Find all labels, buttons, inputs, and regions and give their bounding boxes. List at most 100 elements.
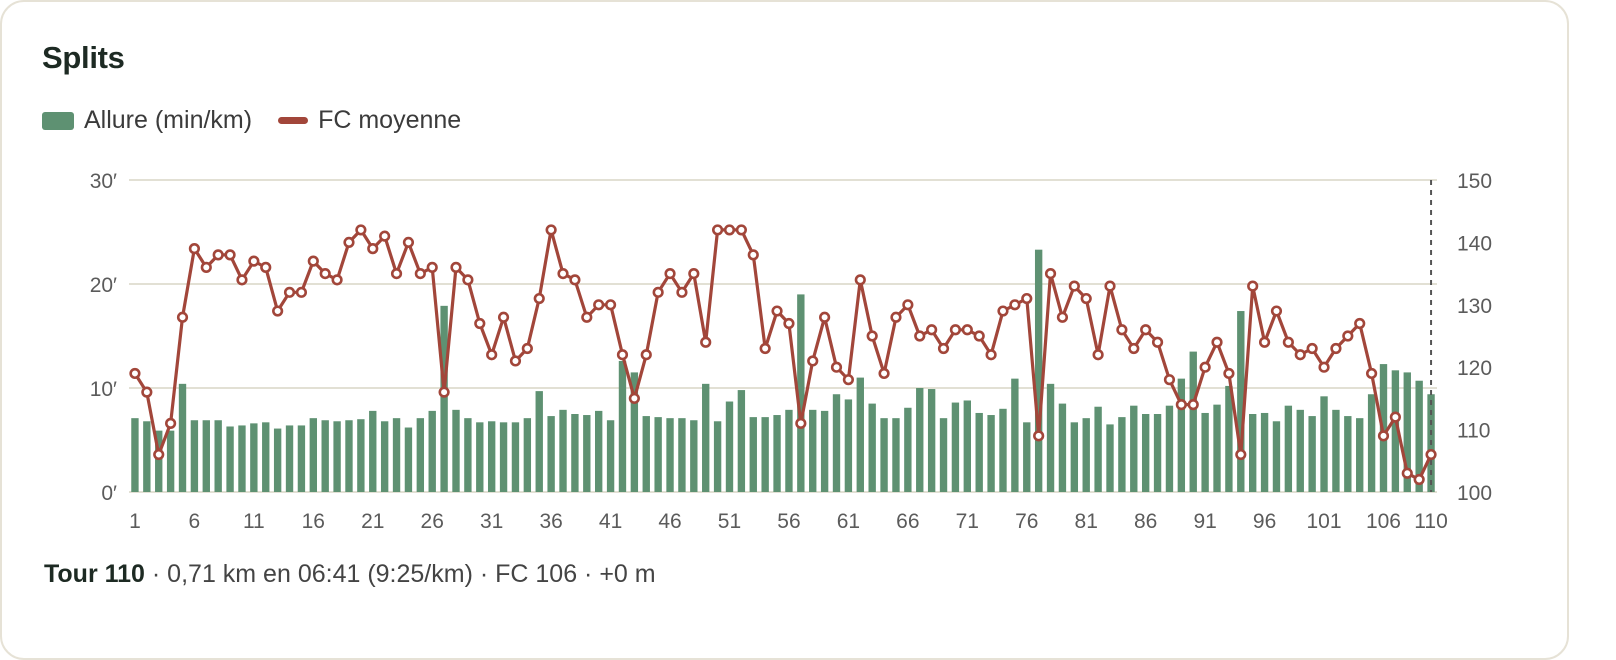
y-right-tick-label: 100	[1457, 482, 1492, 505]
pace-bar	[499, 422, 508, 492]
pace-bar	[273, 428, 282, 492]
heart-rate-point	[854, 274, 866, 286]
pace-bar	[1106, 424, 1114, 492]
lap-label: Tour 110	[44, 560, 145, 588]
pace-bar	[238, 425, 246, 492]
pace-bar	[1332, 409, 1340, 492]
heart-rate-point	[985, 349, 997, 361]
y-left-tick-label: 30′	[90, 170, 117, 193]
pace-bar	[1272, 421, 1281, 492]
pace-bar	[963, 400, 971, 492]
pace-bar	[1284, 405, 1293, 492]
pace-bar	[1177, 378, 1186, 492]
heart-rate-point	[997, 305, 1009, 317]
heart-rate-point	[367, 243, 379, 255]
legend-item-heart-rate[interactable]: FC moyenne	[278, 106, 461, 135]
pace-bar	[404, 427, 413, 492]
heart-rate-point	[866, 330, 878, 342]
heart-rate-point	[1270, 305, 1283, 317]
pace-bar	[309, 418, 317, 492]
pace-bar	[155, 430, 163, 492]
pace-swatch	[42, 111, 74, 130]
heart-rate-point	[1128, 342, 1140, 355]
pace-bar	[190, 420, 199, 492]
legend-label-heart-rate: FC moyenne	[318, 106, 462, 134]
pace-bar	[1153, 414, 1162, 492]
x-tick-label: 81	[1075, 510, 1098, 533]
heart-rate-point	[1247, 280, 1259, 292]
pace-bar	[166, 430, 175, 492]
y-right-tick-label: 110	[1457, 420, 1490, 443]
pace-bar	[892, 418, 900, 492]
heart-rate-point	[842, 374, 855, 386]
heart-rate-swatch	[278, 117, 309, 124]
heart-rate-point	[771, 305, 783, 317]
heart-rate-point	[878, 367, 890, 380]
x-tick-label: 31	[480, 510, 503, 533]
heart-rate-point	[1151, 336, 1164, 348]
heart-rate-point	[747, 249, 759, 261]
pace-bar	[749, 417, 757, 492]
pace-bar	[880, 418, 888, 492]
x-tick-label: 101	[1307, 510, 1342, 533]
heart-rate-point	[664, 267, 676, 280]
heart-rate-point	[1021, 292, 1033, 305]
pace-bar	[297, 425, 306, 492]
heart-rate-point	[200, 261, 212, 273]
heart-rate-point	[272, 305, 284, 317]
pace-bar	[737, 390, 746, 492]
pace-bar	[844, 399, 853, 492]
pace-bar	[606, 420, 615, 492]
legend-item-pace[interactable]: Allure (min/km)	[42, 106, 252, 135]
pace-bar	[678, 418, 686, 492]
pace-bar	[1118, 417, 1126, 492]
pace-bar	[642, 416, 650, 492]
heart-rate-point	[450, 261, 462, 273]
heart-rate-point	[1199, 361, 1211, 373]
heart-rate-point	[521, 342, 533, 355]
pace-bar	[178, 383, 187, 492]
heart-rate-point	[343, 236, 355, 248]
heart-rate-point	[926, 324, 938, 336]
heart-rate-point	[212, 249, 224, 261]
heart-rate-point	[1342, 330, 1354, 342]
heart-rate-point	[973, 330, 985, 342]
x-tick-label: 96	[1253, 510, 1276, 533]
lap-details: · 0,71 km en 06:41 (9:25/km) · FC 106 · …	[144, 560, 656, 588]
x-tick-label: 6	[189, 510, 201, 533]
pace-bar	[1296, 409, 1304, 492]
pace-bar	[1403, 372, 1411, 492]
pace-bar	[1225, 385, 1233, 492]
heart-rate-point	[438, 386, 450, 398]
pace-bar	[868, 403, 876, 492]
heart-rate-point	[224, 249, 236, 261]
x-tick-label: 110	[1414, 510, 1447, 533]
pace-bar	[904, 407, 912, 492]
heart-rate-point	[1425, 448, 1437, 461]
heart-rate-point	[890, 311, 902, 323]
x-tick-label: 56	[777, 510, 800, 533]
pace-bar	[999, 408, 1007, 492]
legend-label-pace: Allure (min/km)	[84, 106, 253, 134]
heart-rate-point	[486, 349, 498, 361]
pace-bar	[1130, 405, 1138, 492]
pace-bar	[523, 418, 532, 492]
heart-rate-point	[1163, 374, 1176, 386]
pace-bar	[571, 414, 579, 492]
heart-rate-point	[165, 417, 177, 429]
heart-rate-point	[1175, 399, 1187, 411]
heart-rate-point	[1389, 411, 1401, 423]
pace-bar	[1237, 311, 1245, 492]
heart-rate-point	[1318, 361, 1330, 373]
heart-rate-point	[1104, 280, 1116, 292]
pace-bar	[1046, 383, 1055, 492]
pace-bar	[583, 415, 591, 492]
heart-rate-point	[1009, 299, 1021, 311]
pace-bar	[713, 421, 722, 492]
y-right-tick-label: 120	[1457, 357, 1492, 380]
pace-bar	[392, 418, 401, 492]
heart-rate-point	[723, 224, 736, 236]
pace-bar	[1070, 422, 1079, 492]
heart-rate-point	[1294, 349, 1306, 361]
